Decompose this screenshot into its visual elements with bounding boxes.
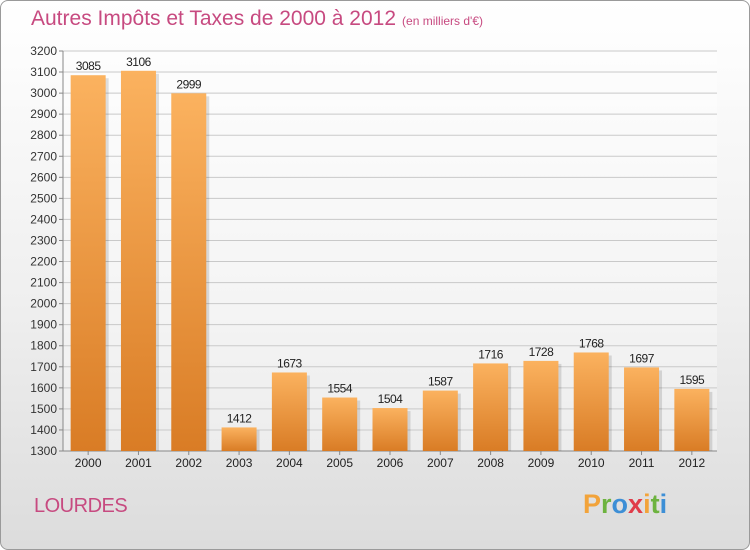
y-tick-label: 1600 <box>30 381 57 395</box>
bar <box>473 363 509 451</box>
bar <box>120 70 156 451</box>
y-tick-label: 1400 <box>30 423 57 437</box>
bar-value-label: 2999 <box>176 77 202 91</box>
x-tick-label: 2004 <box>276 456 303 470</box>
bar <box>322 397 358 451</box>
x-tick-label: 2003 <box>226 456 253 470</box>
y-tick-label: 2800 <box>30 128 57 142</box>
bar-value-label: 1595 <box>679 373 705 387</box>
y-tick-label: 2200 <box>30 255 57 269</box>
bar <box>422 390 458 451</box>
bar-value-label: 1504 <box>378 392 404 406</box>
y-tick-label: 1300 <box>30 444 57 458</box>
x-tick-label: 2010 <box>578 456 605 470</box>
logo-letter: r <box>601 489 612 519</box>
bar <box>372 408 408 451</box>
bar-value-label: 3085 <box>76 59 102 73</box>
bar-value-label: 1554 <box>327 382 353 396</box>
x-tick-label: 2000 <box>75 456 102 470</box>
chart-title: Autres Impôts et Taxes de 2000 à 2012 (en… <box>31 7 483 31</box>
x-tick-label: 2002 <box>175 456 202 470</box>
y-tick-label: 2100 <box>30 276 57 290</box>
x-tick-label: 2011 <box>629 456 655 470</box>
bar <box>221 427 257 451</box>
x-tick-label: 2006 <box>377 456 404 470</box>
x-tick-label: 2007 <box>427 456 454 470</box>
bar <box>523 360 559 451</box>
logo-letter: i <box>659 489 668 519</box>
y-tick-label: 3200 <box>30 44 57 58</box>
bar <box>674 388 710 451</box>
y-tick-label: 2500 <box>30 191 57 205</box>
y-tick-label: 3100 <box>30 65 57 79</box>
bar-value-label: 1673 <box>277 356 303 370</box>
chart-title-text: Autres Impôts et Taxes de 2000 à 2012 <box>31 7 397 30</box>
x-tick-label: 2001 <box>125 456 152 470</box>
bar-value-label: 1768 <box>579 336 605 350</box>
y-tick-label: 2300 <box>30 233 57 247</box>
city-name: LOURDES <box>34 495 128 517</box>
bar <box>573 352 609 451</box>
chart-unit: (en milliers d'€) <box>402 14 484 28</box>
x-tick-label: 2008 <box>477 456 504 470</box>
x-tick-label: 2009 <box>528 456 555 470</box>
bar-value-label: 1716 <box>478 347 504 361</box>
y-tick-label: 2400 <box>30 212 57 226</box>
logo-letter: i <box>643 489 651 519</box>
x-tick-label: 2005 <box>326 456 353 470</box>
y-tick-label: 1900 <box>30 318 57 332</box>
y-tick-label: 3000 <box>30 86 57 100</box>
logo-letter: o <box>611 489 629 519</box>
bar-value-label: 3106 <box>126 55 152 69</box>
y-tick-label: 2700 <box>30 149 57 163</box>
logo-letter: x <box>628 489 644 519</box>
logo-letter: t <box>650 489 660 519</box>
y-tick-label: 2900 <box>30 107 57 121</box>
y-tick-label: 2600 <box>30 170 57 184</box>
bar-value-label: 1412 <box>227 411 253 425</box>
bar <box>624 367 660 451</box>
bar-value-label: 1697 <box>629 351 655 365</box>
y-tick-label: 2000 <box>30 297 57 311</box>
bar <box>271 372 307 451</box>
plot-background <box>63 51 717 451</box>
bar <box>171 93 207 451</box>
y-tick-label: 1700 <box>30 360 57 374</box>
plot-area: 1300 1400 1500 1600 1700 1800 1900 2000 2100 2200… <box>30 44 717 470</box>
y-tick-label: 1500 <box>30 402 57 416</box>
bar <box>70 75 106 452</box>
logo-letter: P <box>583 489 602 519</box>
bar-value-label: 1587 <box>428 375 454 389</box>
proxiti-logo: Proxiti <box>583 489 667 520</box>
x-tick-label: 2012 <box>678 456 705 470</box>
bar-value-label: 1728 <box>529 345 555 359</box>
y-tick-label: 1800 <box>30 339 57 353</box>
